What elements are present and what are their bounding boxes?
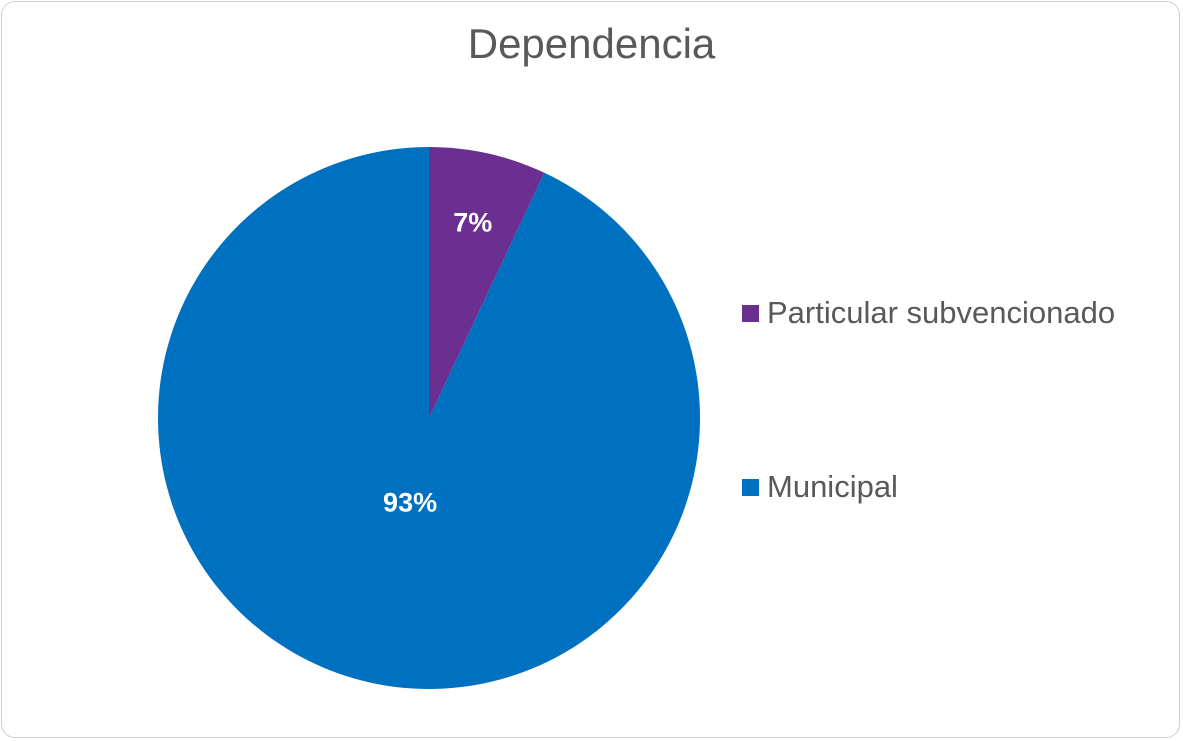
legend-swatch [742,304,759,322]
pie-slice-municipal [157,147,700,690]
pie-slice-particular-subvencionado [429,147,545,418]
legend-swatch [742,478,759,496]
legend-label: Particular subvencionado [767,295,1116,330]
legend-item-particular-subvencionado: Particular subvencionado [742,295,1115,331]
data-label-particular-subvencionado: 7% [453,207,492,237]
chart-title: Dependencia [467,20,716,67]
legend-label: Municipal [767,469,898,504]
legend-item-municipal: Municipal [742,469,898,505]
data-label-municipal: 93% [383,488,437,518]
